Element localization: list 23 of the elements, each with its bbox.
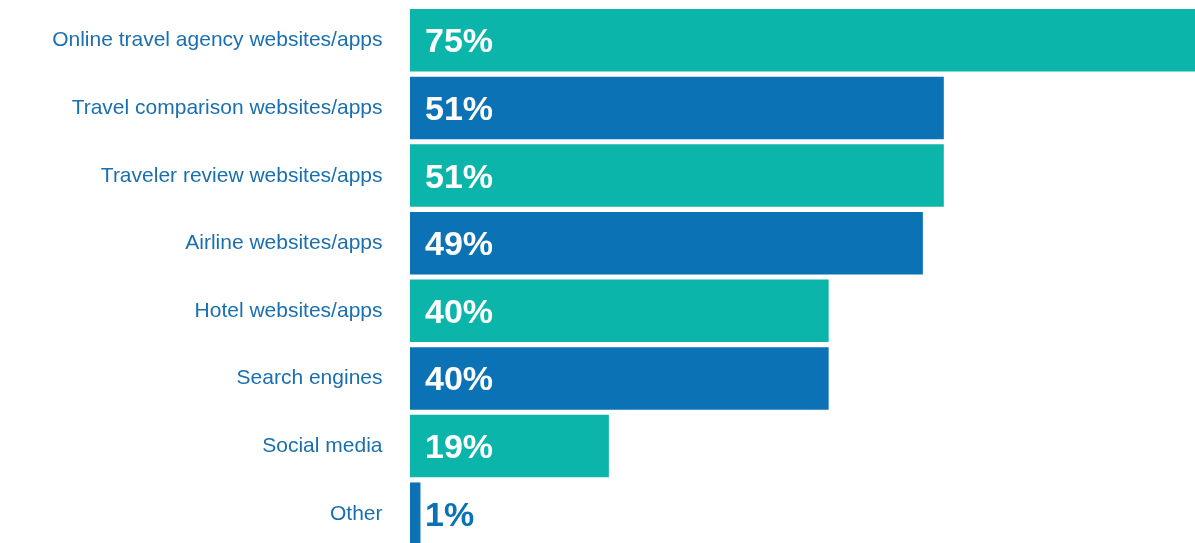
y-tick-label: Social media bbox=[262, 433, 383, 457]
data-label: 1% bbox=[425, 494, 475, 533]
y-tick-label: Search engines bbox=[236, 365, 383, 389]
data-label: 40% bbox=[425, 359, 494, 398]
bar bbox=[410, 211, 923, 275]
y-tick-label: Online travel agency websites/apps bbox=[52, 27, 383, 51]
bar bbox=[410, 279, 829, 343]
data-label: 51% bbox=[425, 156, 494, 195]
bar bbox=[410, 9, 1195, 72]
data-label: 19% bbox=[425, 427, 494, 466]
data-label: 40% bbox=[425, 291, 494, 330]
data-label: 49% bbox=[425, 224, 494, 263]
bar bbox=[410, 76, 944, 140]
y-tick-label: Traveler review websites/apps bbox=[100, 162, 383, 186]
bar bbox=[410, 347, 829, 410]
y-tick-label: Travel comparison websites/apps bbox=[71, 94, 383, 118]
y-tick-label: Hotel websites/apps bbox=[194, 297, 383, 321]
y-tick-label: Other bbox=[329, 500, 383, 524]
bar bbox=[410, 144, 944, 207]
y-tick-label: Airline websites/apps bbox=[185, 230, 383, 254]
data-label: 75% bbox=[425, 21, 494, 60]
data-label: 51% bbox=[425, 88, 494, 127]
bar bbox=[410, 414, 609, 478]
